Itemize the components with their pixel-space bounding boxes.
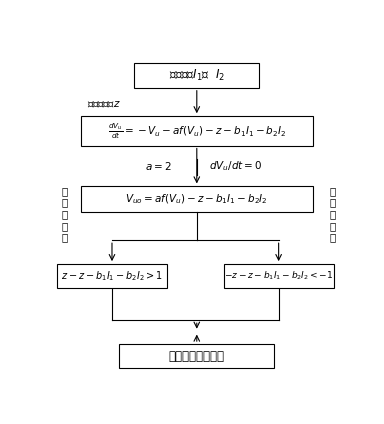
Text: 实现逻辑门的功能: 实现逻辑门的功能 bbox=[169, 350, 225, 363]
Text: $V_{uo}=af(V_u)-z-b_1I_1-b_2I_2$: $V_{uo}=af(V_u)-z-b_1I_1-b_2I_2$ bbox=[126, 192, 268, 206]
Text: $z-z-b_1I_1-b_2I_2>1$: $z-z-b_1I_1-b_2I_2>1$ bbox=[61, 269, 163, 283]
Bar bbox=[223, 264, 334, 288]
Text: 偏置量参数$z$: 偏置量参数$z$ bbox=[87, 99, 121, 109]
Text: $a=2$: $a=2$ bbox=[145, 160, 171, 172]
Text: $-z-z-b_1I_1-b_2I_2<-1$: $-z-z-b_1I_1-b_2I_2<-1$ bbox=[224, 270, 333, 282]
Text: 输入信号$I_1$和  $I_2$: 输入信号$I_1$和 $I_2$ bbox=[169, 68, 225, 83]
Bar bbox=[119, 344, 274, 368]
Bar bbox=[81, 116, 313, 145]
Text: $dV_u/dt=0$: $dV_u/dt=0$ bbox=[209, 159, 262, 173]
Bar bbox=[134, 63, 259, 88]
Text: 输
出
低
电
平: 输 出 低 电 平 bbox=[329, 186, 335, 243]
Text: $\frac{dV_u}{dt}=-V_u-af(V_u)-z-b_1I_1-b_2I_2$: $\frac{dV_u}{dt}=-V_u-af(V_u)-z-b_1I_1-b… bbox=[108, 121, 286, 141]
Bar bbox=[57, 264, 167, 288]
Bar bbox=[81, 187, 313, 212]
Text: 输
出
高
电
平: 输 出 高 电 平 bbox=[61, 186, 68, 243]
